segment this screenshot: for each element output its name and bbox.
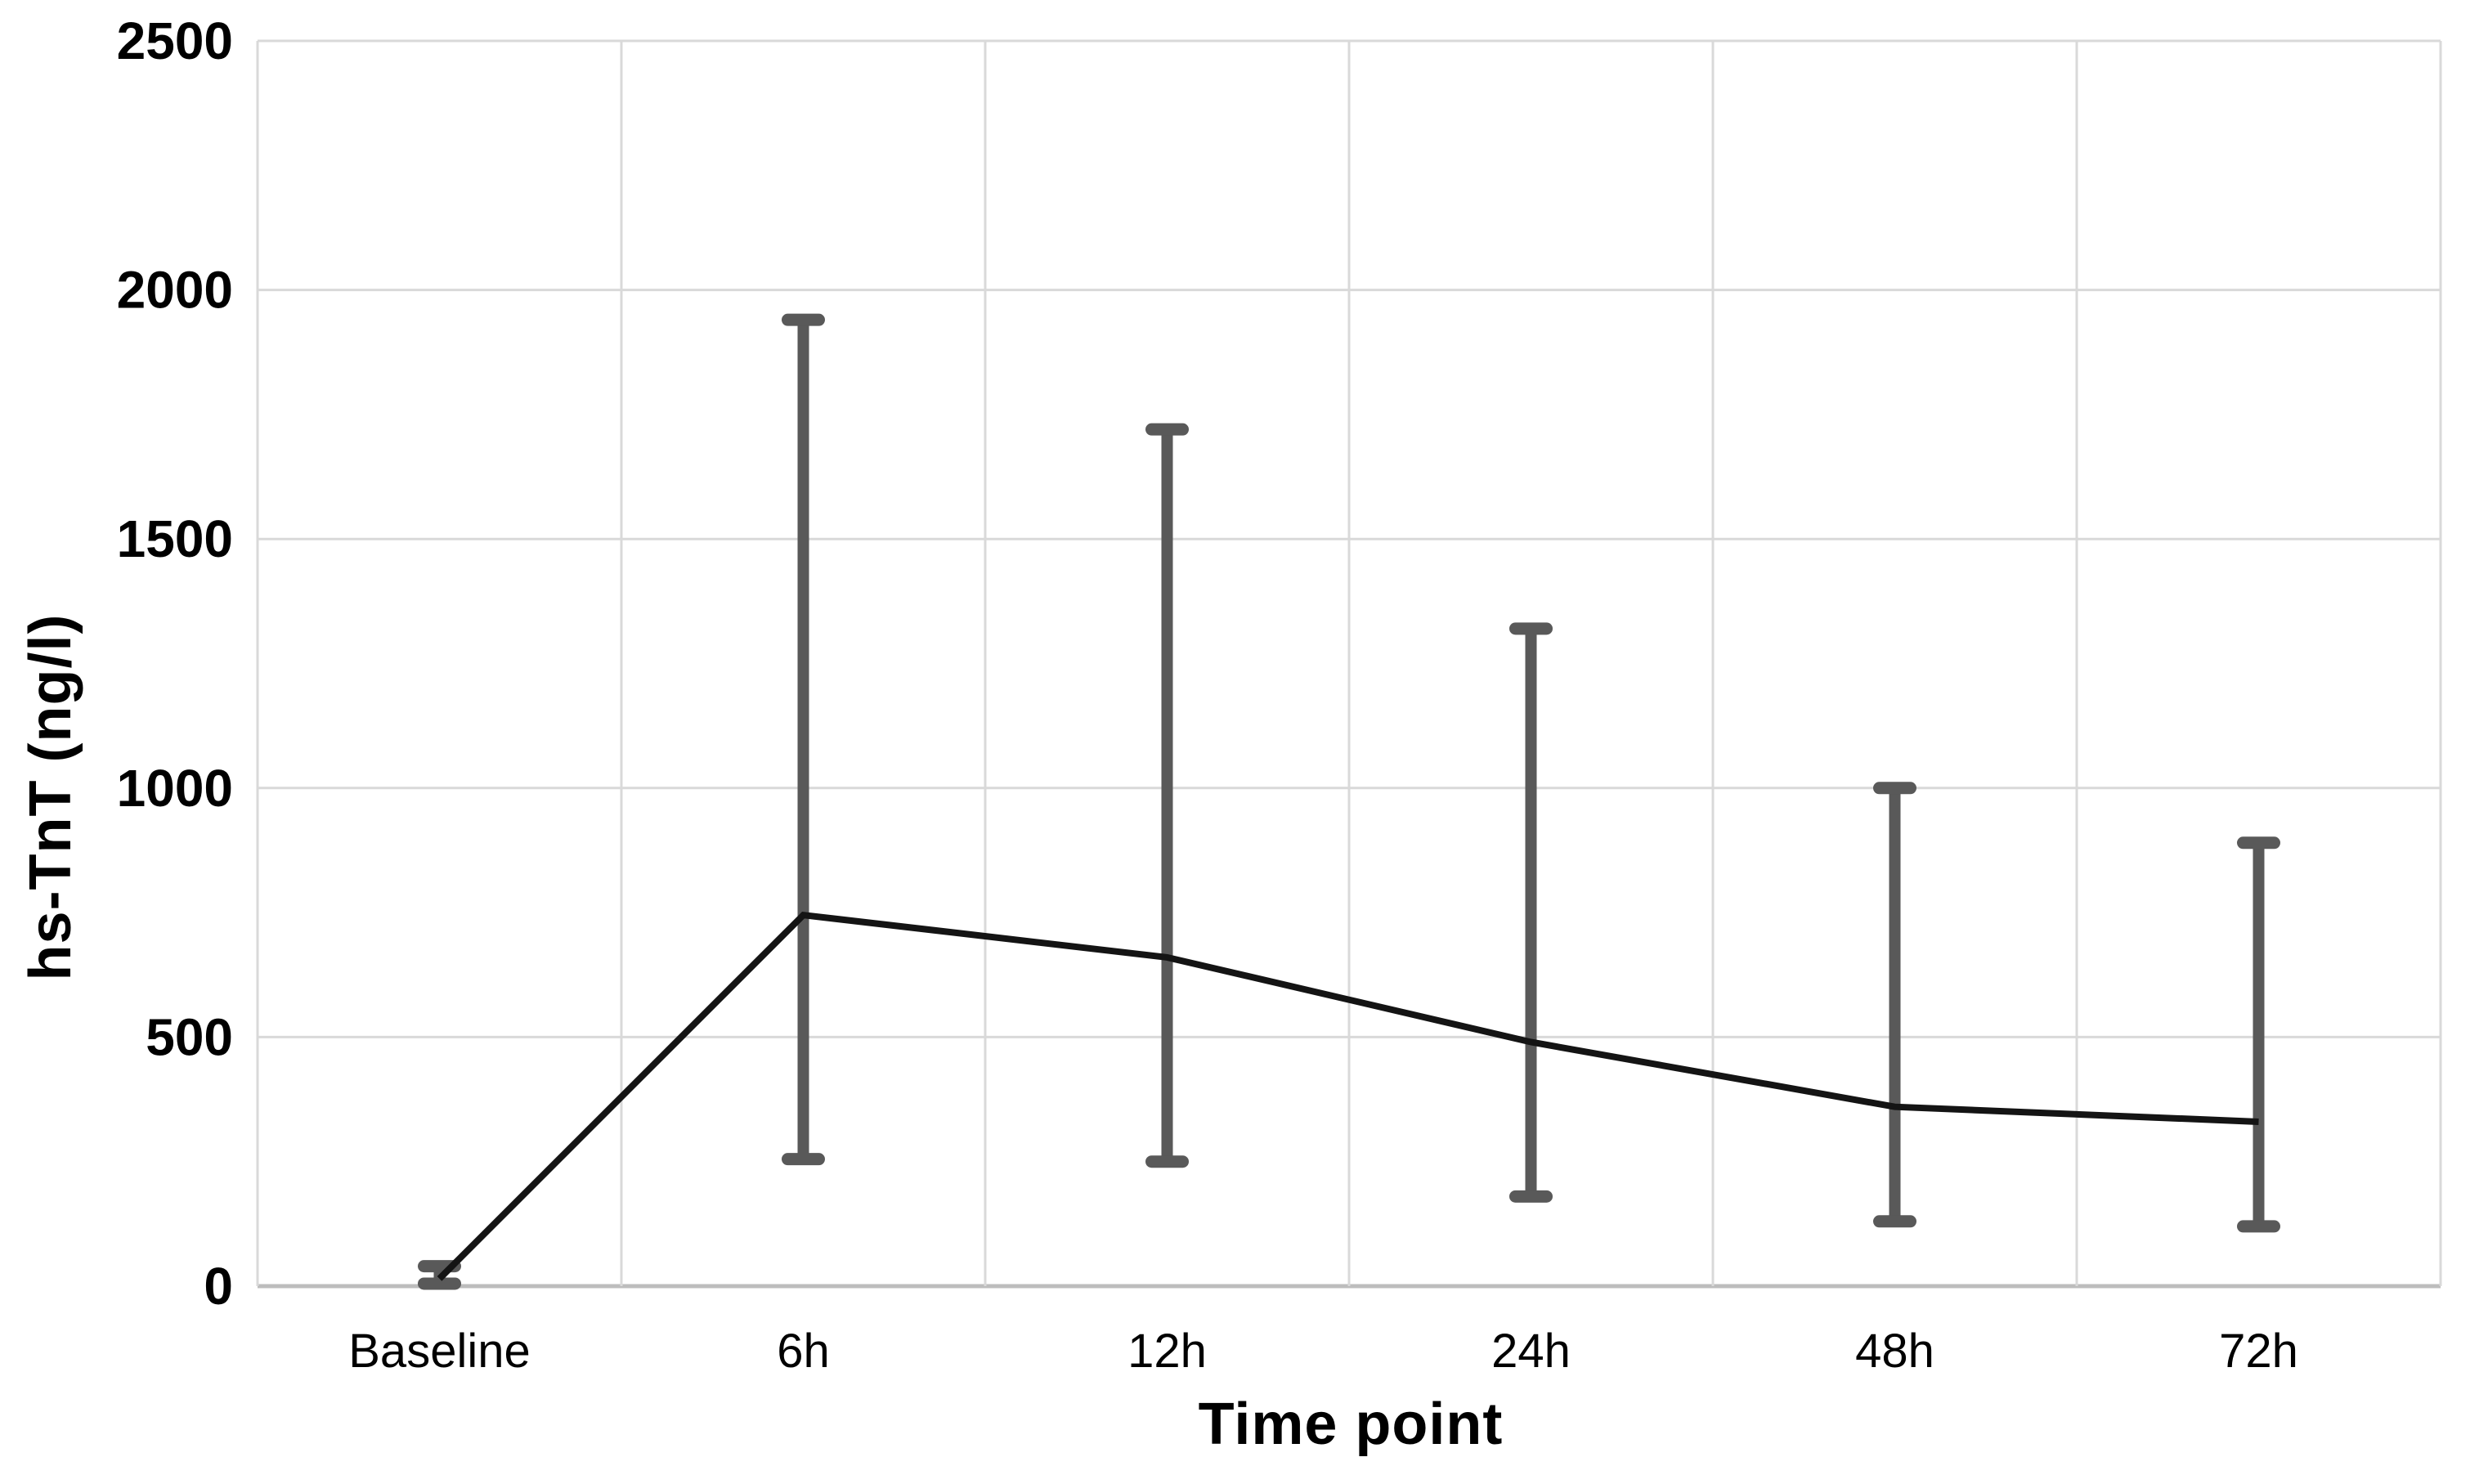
y-tick-label: 0 [204,1257,233,1316]
x-tick-label: 72h [2219,1325,2298,1378]
y-tick-label: 1000 [117,759,233,818]
x-tick-label: 48h [1855,1325,1934,1378]
x-tick-label: 24h [1491,1325,1571,1378]
x-tick-label: Baseline [348,1325,530,1378]
x-axis-title: Time point [1198,1392,1504,1457]
x-tick-label: 12h [1127,1325,1207,1378]
y-tick-label: 1500 [117,509,233,568]
y-tick-label: 2000 [117,261,233,320]
series-line [437,911,2259,1281]
y-tick-label: 500 [146,1007,233,1066]
x-tick-label: 6h [777,1325,830,1378]
y-axis-title: hs-TnT (ng/l) [18,613,83,981]
y-tick-label: 2500 [117,11,233,70]
